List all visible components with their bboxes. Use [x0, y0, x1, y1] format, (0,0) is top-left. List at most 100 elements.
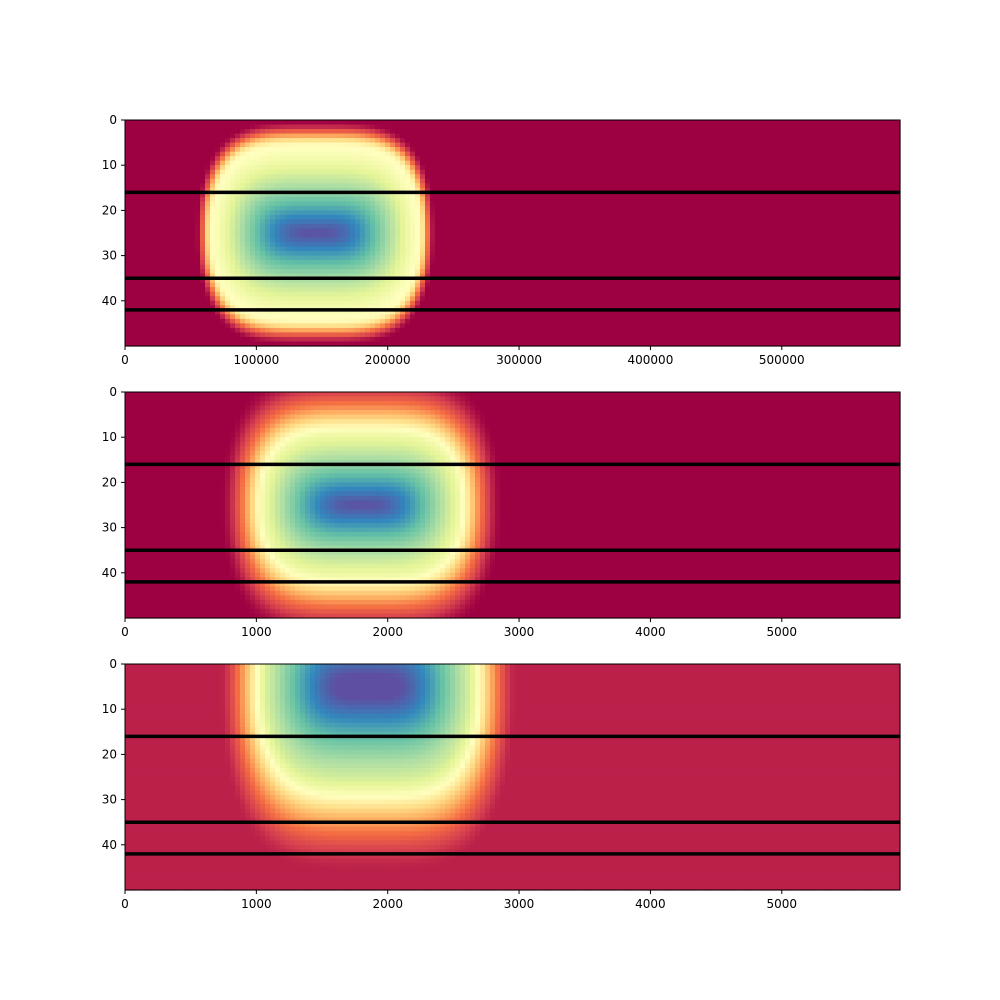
heatmap-cell: [820, 161, 826, 166]
heatmap-cell: [650, 134, 656, 139]
heatmap-cell: [655, 143, 661, 148]
heatmap-cell: [380, 129, 386, 134]
heatmap-cell: [675, 228, 681, 233]
heatmap-cell: [225, 143, 231, 148]
heatmap-cell: [630, 242, 636, 247]
heatmap-cell: [830, 161, 836, 166]
heatmap-cell: [810, 152, 816, 157]
heatmap-cell: [400, 165, 406, 170]
heatmap-cell: [310, 215, 316, 220]
heatmap-cell: [555, 260, 561, 265]
heatmap-cell: [600, 256, 606, 261]
heatmap-cell: [475, 238, 481, 243]
heatmap-cell: [415, 152, 421, 157]
heatmap-cell: [530, 120, 536, 125]
heatmap-cell: [780, 242, 786, 247]
heatmap-cell: [190, 215, 196, 220]
heatmap-cell: [800, 215, 806, 220]
heatmap-cell: [125, 224, 131, 229]
heatmap-cell: [225, 161, 231, 166]
heatmap-cell: [500, 206, 506, 211]
heatmap-cell: [720, 138, 726, 143]
heatmap-cell: [710, 143, 716, 148]
heatmap-cell: [555, 247, 561, 252]
heatmap-cell: [630, 201, 636, 206]
heatmap-cell: [705, 242, 711, 247]
heatmap-cell: [500, 233, 506, 238]
heatmap-cell: [555, 129, 561, 134]
heatmap-cell: [845, 224, 851, 229]
heatmap-cell: [885, 210, 891, 215]
heatmap-cell: [860, 233, 866, 238]
heatmap-cell: [330, 156, 336, 161]
heatmap-cell: [485, 206, 491, 211]
heatmap-cell: [465, 174, 471, 179]
heatmap-cell: [240, 210, 246, 215]
heatmap-cell: [575, 206, 581, 211]
heatmap-cell: [630, 125, 636, 130]
heatmap-cell: [705, 170, 711, 175]
heatmap-cell: [135, 179, 141, 184]
heatmap-cell: [705, 206, 711, 211]
heatmap-cell: [790, 228, 796, 233]
heatmap-cell: [310, 179, 316, 184]
heatmap-cell: [305, 147, 311, 152]
heatmap-cell: [890, 238, 896, 243]
heatmap-cell: [720, 161, 726, 166]
heatmap-cell: [735, 125, 741, 130]
heatmap-cell: [640, 197, 646, 202]
heatmap-cell: [600, 125, 606, 130]
heatmap-cell: [240, 228, 246, 233]
heatmap-cell: [675, 174, 681, 179]
heatmap-cell: [335, 210, 341, 215]
heatmap-cell: [625, 201, 631, 206]
heatmap-cell: [150, 256, 156, 261]
heatmap-cell: [770, 138, 776, 143]
heatmap-cell: [420, 165, 426, 170]
heatmap-cell: [250, 242, 256, 247]
heatmap-cell: [610, 156, 616, 161]
heatmap-cell: [830, 152, 836, 157]
heatmap-cell: [260, 256, 266, 261]
heatmap-cell: [285, 134, 291, 139]
heatmap-cell: [705, 197, 711, 202]
heatmap-cell: [590, 174, 596, 179]
heatmap-cell: [400, 152, 406, 157]
heatmap-cell: [590, 152, 596, 157]
heatmap-cell: [325, 174, 331, 179]
heatmap-cell: [395, 201, 401, 206]
heatmap-cell: [725, 219, 731, 224]
heatmap-cell: [635, 129, 641, 134]
heatmap-cell: [335, 120, 341, 125]
heatmap-cell: [825, 165, 831, 170]
heatmap-cell: [360, 165, 366, 170]
heatmap-cell: [335, 138, 341, 143]
heatmap-cell: [400, 138, 406, 143]
heatmap-cell: [685, 224, 691, 229]
heatmap-cell: [605, 125, 611, 130]
heatmap-cell: [365, 238, 371, 243]
heatmap-cell: [205, 197, 211, 202]
heatmap-cell: [485, 201, 491, 206]
heatmap-cell: [795, 228, 801, 233]
heatmap-cell: [850, 179, 856, 184]
heatmap-cell: [405, 206, 411, 211]
heatmap-cell: [620, 165, 626, 170]
heatmap-cell: [720, 210, 726, 215]
heatmap-cell: [350, 179, 356, 184]
heatmap-cell: [585, 219, 591, 224]
heatmap-cell: [855, 215, 861, 220]
heatmap-cell: [495, 238, 501, 243]
heatmap-cell: [525, 134, 531, 139]
heatmap-cell: [425, 143, 431, 148]
heatmap-cell: [365, 170, 371, 175]
heatmap-cell: [855, 183, 861, 188]
heatmap-cell: [450, 170, 456, 175]
heatmap-cell: [680, 183, 686, 188]
heatmap-cell: [165, 147, 171, 152]
heatmap-cell: [780, 129, 786, 134]
heatmap-cell: [870, 120, 876, 125]
heatmap-cell: [490, 129, 496, 134]
heatmap-cell: [515, 242, 521, 247]
heatmap-cell: [635, 174, 641, 179]
